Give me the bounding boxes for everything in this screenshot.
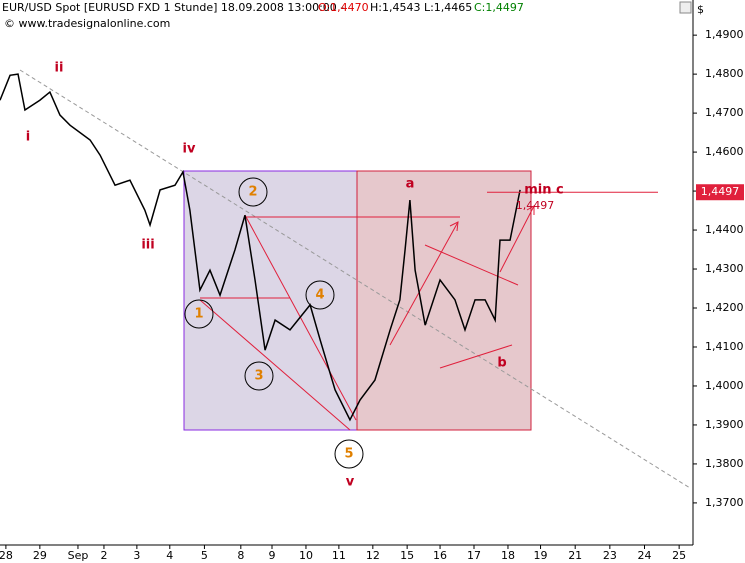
y-tick-label: 1,4100 [705, 340, 744, 353]
wave-circle [184, 299, 214, 329]
y-tick-label: 1,4200 [705, 301, 744, 314]
wave-circle [238, 177, 268, 207]
y-tick-label: 1,4800 [705, 67, 744, 80]
y-tick-label: 1,4300 [705, 262, 744, 275]
y-tick-label: 1,4900 [705, 28, 744, 41]
x-tick-label: 15 [400, 549, 414, 562]
last-price-box [696, 184, 744, 201]
y-tick-label: 1,4000 [705, 379, 744, 392]
x-tick-label: 2 [100, 549, 107, 562]
wave-label: iv [183, 142, 196, 157]
close-label: C:1,4497 [474, 1, 524, 14]
y-tick-label: 1,4700 [705, 106, 744, 119]
trend-line [19, 69, 691, 489]
y-tick-label: 1,3900 [705, 418, 744, 431]
y-tick-label: 1,3800 [705, 457, 744, 470]
x-tick-label: 3 [133, 549, 140, 562]
subtitle: © www.tradesignalonline.com [4, 17, 170, 30]
last-price-label: 1,4497 [701, 185, 740, 198]
price-line [0, 73, 521, 422]
y-tick-label: 1,4600 [705, 145, 744, 158]
wave-label: 1,4497 [516, 199, 555, 212]
high-low-label: H:1,4543 L:1,4465 [370, 1, 472, 14]
x-tick-label: 18 [501, 549, 515, 562]
close-button[interactable] [679, 1, 692, 14]
x-tick-label: 29 [33, 549, 47, 562]
x-tick-label: 19 [534, 549, 548, 562]
wave-label: iii [141, 238, 154, 253]
y-tick-label: 1,3700 [705, 496, 744, 509]
x-tick-label: 4 [166, 549, 173, 562]
wave-label: 5 [344, 447, 353, 462]
wave-circle [305, 280, 335, 310]
x-tick-label: 9 [269, 549, 276, 562]
wave-label: i [26, 130, 30, 145]
wave-label: 2 [248, 185, 257, 200]
wave-label: ii [55, 61, 64, 76]
x-tick-label: 5 [201, 549, 208, 562]
x-tick-label: Sep [68, 549, 89, 562]
wave-label: a [406, 177, 415, 192]
x-tick-label: 24 [637, 549, 651, 562]
chart-title: EUR/USD Spot [EURUSD FXD 1 Stunde] 18.09… [2, 1, 344, 14]
open-label: O:1,4470 [318, 1, 369, 14]
y-axis-label: $ [697, 3, 704, 16]
x-tick-label: 10 [299, 549, 313, 562]
x-tick-label: 28 [0, 549, 13, 562]
x-tick-label: 23 [603, 549, 617, 562]
wave-lines [199, 205, 535, 431]
wave-label: 1 [194, 307, 203, 322]
x-tick-label: 12 [366, 549, 380, 562]
red-box [356, 170, 532, 431]
wave-circle [334, 439, 364, 469]
wave-circle [244, 361, 274, 391]
wave-label: b [497, 356, 506, 371]
x-tick-label: 8 [237, 549, 244, 562]
x-tick-label: 11 [332, 549, 346, 562]
x-tick-label: 17 [467, 549, 481, 562]
x-tick-label: 16 [433, 549, 447, 562]
wave-label: v [346, 475, 355, 490]
wave-label: min c [524, 183, 564, 198]
wave-label: 3 [254, 369, 263, 384]
wave-label: 4 [315, 288, 324, 303]
purple-box [183, 170, 358, 431]
x-tick-label: 25 [672, 549, 686, 562]
y-tick-label: 1,4400 [705, 223, 744, 236]
x-tick-label: 21 [568, 549, 582, 562]
